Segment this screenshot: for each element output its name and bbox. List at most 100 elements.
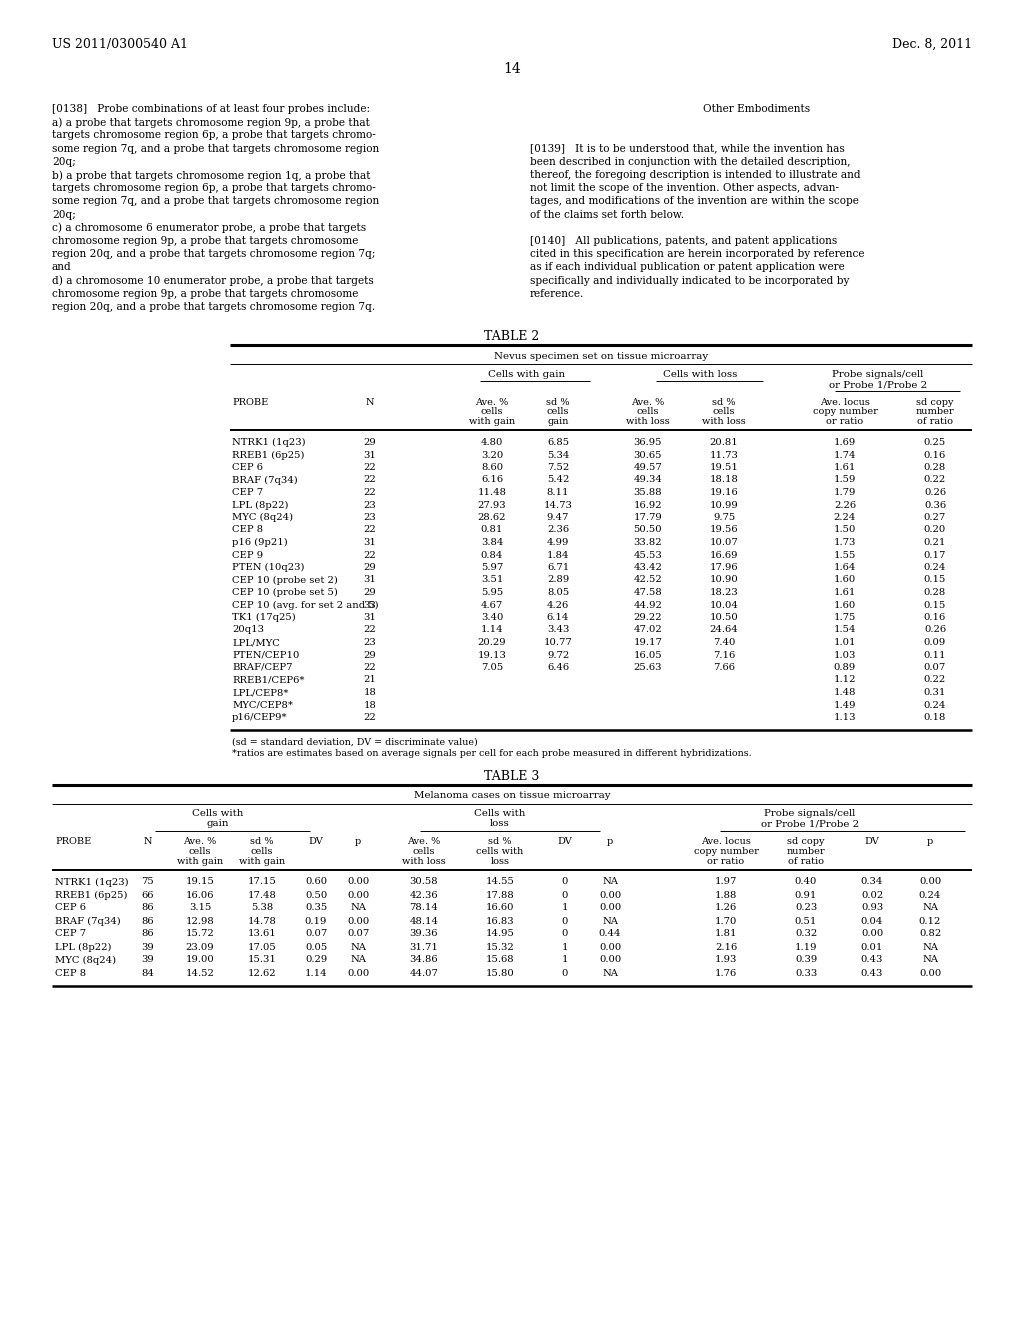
Text: with gain: with gain — [469, 417, 515, 426]
Text: 23: 23 — [364, 513, 377, 521]
Text: 0: 0 — [562, 929, 568, 939]
Text: 3.51: 3.51 — [481, 576, 503, 585]
Text: 8.11: 8.11 — [547, 488, 569, 498]
Text: 17.15: 17.15 — [248, 878, 276, 887]
Text: 15.32: 15.32 — [485, 942, 514, 952]
Text: 1.97: 1.97 — [715, 878, 737, 887]
Text: 17.96: 17.96 — [710, 564, 738, 572]
Text: 17.48: 17.48 — [248, 891, 276, 899]
Text: 0.00: 0.00 — [861, 929, 883, 939]
Text: 86: 86 — [141, 916, 155, 925]
Text: 0.04: 0.04 — [861, 916, 883, 925]
Text: 0.32: 0.32 — [795, 929, 817, 939]
Text: 1.69: 1.69 — [834, 438, 856, 447]
Text: 22: 22 — [364, 525, 377, 535]
Text: 6.71: 6.71 — [547, 564, 569, 572]
Text: sd %: sd % — [250, 837, 273, 846]
Text: 3.43: 3.43 — [547, 626, 569, 635]
Text: Probe signals/cell: Probe signals/cell — [833, 370, 924, 379]
Text: 6.16: 6.16 — [481, 475, 503, 484]
Text: 0.82: 0.82 — [919, 929, 941, 939]
Text: 3.40: 3.40 — [481, 612, 503, 622]
Text: 1.79: 1.79 — [834, 488, 856, 498]
Text: 18.23: 18.23 — [710, 587, 738, 597]
Text: 19.17: 19.17 — [634, 638, 663, 647]
Text: 0.36: 0.36 — [924, 500, 946, 510]
Text: 5.38: 5.38 — [251, 903, 273, 912]
Text: 7.66: 7.66 — [713, 663, 735, 672]
Text: Ave. locus: Ave. locus — [701, 837, 751, 846]
Text: 1.13: 1.13 — [834, 713, 856, 722]
Text: 10.50: 10.50 — [710, 612, 738, 622]
Text: 1.93: 1.93 — [715, 956, 737, 965]
Text: 36.95: 36.95 — [634, 438, 663, 447]
Text: 34.86: 34.86 — [410, 956, 438, 965]
Text: 22: 22 — [364, 488, 377, 498]
Text: 0.07: 0.07 — [924, 663, 946, 672]
Text: NA: NA — [602, 969, 618, 978]
Text: N: N — [366, 399, 374, 407]
Text: LPL (8p22): LPL (8p22) — [55, 942, 112, 952]
Text: 3.15: 3.15 — [188, 903, 211, 912]
Text: 1.14: 1.14 — [480, 626, 504, 635]
Text: 1.12: 1.12 — [834, 676, 856, 685]
Text: NA: NA — [602, 878, 618, 887]
Text: 33: 33 — [364, 601, 377, 610]
Text: 29: 29 — [364, 438, 377, 447]
Text: 18: 18 — [364, 701, 377, 710]
Text: 0.50: 0.50 — [305, 891, 327, 899]
Text: TK1 (17q25): TK1 (17q25) — [232, 612, 296, 622]
Text: Dec. 8, 2011: Dec. 8, 2011 — [892, 38, 972, 51]
Text: 14.55: 14.55 — [485, 878, 514, 887]
Text: TABLE 2: TABLE 2 — [484, 330, 540, 343]
Text: 9.75: 9.75 — [713, 513, 735, 521]
Text: 48.14: 48.14 — [410, 916, 438, 925]
Text: targets chromosome region 6p, a probe that targets chromo-: targets chromosome region 6p, a probe th… — [52, 131, 376, 140]
Text: 0.12: 0.12 — [919, 916, 941, 925]
Text: 0.00: 0.00 — [919, 969, 941, 978]
Text: 19.15: 19.15 — [185, 878, 214, 887]
Text: MYC/CEP8*: MYC/CEP8* — [232, 701, 293, 710]
Text: 20.29: 20.29 — [477, 638, 506, 647]
Text: p: p — [355, 837, 361, 846]
Text: copy number: copy number — [693, 847, 759, 855]
Text: 22: 22 — [364, 626, 377, 635]
Text: PROBE: PROBE — [55, 837, 91, 846]
Text: 14.52: 14.52 — [185, 969, 214, 978]
Text: 23.09: 23.09 — [185, 942, 214, 952]
Text: 0.00: 0.00 — [347, 878, 369, 887]
Text: 0.25: 0.25 — [924, 438, 946, 447]
Text: 16.05: 16.05 — [634, 651, 663, 660]
Text: 1.59: 1.59 — [834, 475, 856, 484]
Text: Nevus specimen set on tissue microarray: Nevus specimen set on tissue microarray — [494, 352, 708, 360]
Text: 0.23: 0.23 — [795, 903, 817, 912]
Text: 2.16: 2.16 — [715, 942, 737, 952]
Text: sd %: sd % — [713, 399, 736, 407]
Text: DV: DV — [864, 837, 880, 846]
Text: cells: cells — [713, 408, 735, 417]
Text: 0.84: 0.84 — [481, 550, 503, 560]
Text: 16.06: 16.06 — [185, 891, 214, 899]
Text: [0140]   All publications, patents, and patent applications: [0140] All publications, patents, and pa… — [530, 236, 838, 246]
Text: region 20q, and a probe that targets chromosome region 7q;: region 20q, and a probe that targets chr… — [52, 249, 376, 259]
Text: 29.22: 29.22 — [634, 612, 663, 622]
Text: 0.07: 0.07 — [305, 929, 327, 939]
Text: NA: NA — [602, 916, 618, 925]
Text: 3.84: 3.84 — [481, 539, 503, 546]
Text: 0.26: 0.26 — [924, 626, 946, 635]
Text: RREB1 (6p25): RREB1 (6p25) — [232, 450, 304, 459]
Text: 8.60: 8.60 — [481, 463, 503, 473]
Text: 14.95: 14.95 — [485, 929, 514, 939]
Text: 19.51: 19.51 — [710, 463, 738, 473]
Text: 22: 22 — [364, 663, 377, 672]
Text: 9.47: 9.47 — [547, 513, 569, 521]
Text: 1.54: 1.54 — [834, 626, 856, 635]
Text: Ave. %: Ave. % — [408, 837, 440, 846]
Text: 0.16: 0.16 — [924, 450, 946, 459]
Text: 14.73: 14.73 — [544, 500, 572, 510]
Text: Melanoma cases on tissue microarray: Melanoma cases on tissue microarray — [414, 792, 610, 800]
Text: 0: 0 — [562, 891, 568, 899]
Text: 4.80: 4.80 — [481, 438, 503, 447]
Text: Ave. %: Ave. % — [475, 399, 509, 407]
Text: or Probe 1/Probe 2: or Probe 1/Probe 2 — [761, 820, 859, 829]
